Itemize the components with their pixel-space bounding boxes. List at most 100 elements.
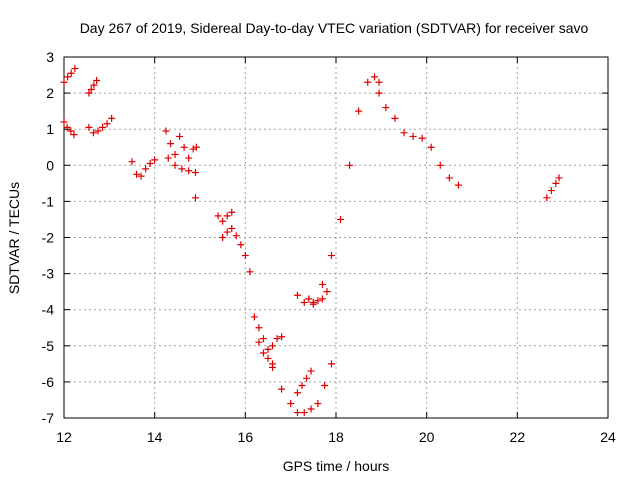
data-point xyxy=(191,194,199,202)
data-point xyxy=(90,81,98,89)
y-tick-label: -5 xyxy=(42,338,55,354)
series-seg-q xyxy=(375,89,462,189)
data-point xyxy=(142,165,150,173)
y-tick-label: -4 xyxy=(42,302,55,318)
data-point xyxy=(298,382,306,390)
data-point xyxy=(99,123,107,131)
data-point xyxy=(151,156,159,164)
series-seg-e xyxy=(128,156,159,180)
y-tick-label: -1 xyxy=(42,193,55,209)
data-point xyxy=(314,400,322,408)
data-point xyxy=(278,385,286,393)
data-point xyxy=(318,280,326,288)
data-point xyxy=(309,298,317,306)
data-point xyxy=(64,73,72,81)
data-point xyxy=(60,78,68,86)
x-axis-ticks: 12 14 16 18 20 22 24 xyxy=(56,57,616,445)
data-point xyxy=(273,335,281,343)
data-point xyxy=(300,298,308,306)
data-point xyxy=(137,172,145,180)
series-seg-p xyxy=(309,73,383,306)
y-tick-label: -2 xyxy=(42,230,55,246)
data-point xyxy=(191,169,199,177)
data-point xyxy=(171,150,179,158)
data-point xyxy=(223,228,231,236)
data-point xyxy=(337,215,345,223)
data-point xyxy=(400,129,408,137)
series-seg-f xyxy=(162,127,200,162)
data-point xyxy=(305,295,313,303)
data-point xyxy=(146,159,154,167)
y-tick-label: 3 xyxy=(46,49,54,65)
data-point xyxy=(269,342,277,350)
data-point xyxy=(293,291,301,299)
x-tick-label: 12 xyxy=(56,429,72,445)
data-point xyxy=(364,78,372,86)
data-point xyxy=(303,374,311,382)
series-seg-r xyxy=(543,174,563,202)
data-point xyxy=(189,145,197,153)
data-point xyxy=(307,405,315,413)
y-axis-label: SDTVAR / TECUs xyxy=(6,182,22,294)
x-axis-label: GPS time / hours xyxy=(283,458,390,474)
series-seg-g xyxy=(164,154,199,177)
data-point xyxy=(63,123,71,131)
data-point xyxy=(327,252,335,260)
data-point xyxy=(219,234,227,241)
y-tick-label: 1 xyxy=(46,121,54,137)
data-point xyxy=(162,127,170,135)
y-tick-label: 2 xyxy=(46,85,54,101)
series-seg-h xyxy=(191,194,199,202)
data-point xyxy=(167,140,175,148)
data-point xyxy=(71,65,79,73)
data-point xyxy=(318,295,326,303)
data-point xyxy=(371,73,379,81)
y-tick-label: 0 xyxy=(46,157,54,173)
data-point xyxy=(264,345,272,353)
data-point xyxy=(250,313,258,321)
data-point xyxy=(346,161,354,169)
data-point xyxy=(128,158,136,166)
data-point xyxy=(103,120,111,128)
data-point xyxy=(228,224,236,232)
data-point xyxy=(70,131,78,139)
data-point xyxy=(445,174,453,182)
data-point xyxy=(269,363,277,371)
data-point xyxy=(391,114,399,122)
data-point xyxy=(323,288,331,296)
series-seg-k xyxy=(250,313,286,353)
data-point xyxy=(185,167,193,175)
series-seg-m xyxy=(269,360,335,417)
series-seg-j xyxy=(219,224,254,276)
data-point xyxy=(418,134,426,142)
series-seg-b xyxy=(60,118,78,139)
chart-title: Day 267 of 2019, Sidereal Day-to-day VTE… xyxy=(80,20,589,36)
data-points xyxy=(60,65,563,417)
x-tick-label: 24 xyxy=(600,429,616,445)
series-seg-i xyxy=(214,208,236,225)
data-point xyxy=(85,123,93,131)
x-tick-label: 16 xyxy=(238,429,254,445)
x-tick-label: 20 xyxy=(419,429,435,445)
data-point xyxy=(176,132,184,140)
data-point xyxy=(300,409,308,417)
data-point xyxy=(287,400,295,408)
data-point xyxy=(232,232,240,240)
data-point xyxy=(314,297,322,305)
data-point xyxy=(382,104,390,112)
y-tick-label: -7 xyxy=(42,410,55,426)
data-point xyxy=(85,89,93,97)
data-point xyxy=(241,252,249,260)
data-point xyxy=(255,338,263,346)
data-point xyxy=(293,409,301,417)
data-point xyxy=(436,161,444,169)
data-point xyxy=(185,154,193,162)
data-point xyxy=(246,268,254,276)
data-point xyxy=(67,69,75,77)
data-point xyxy=(427,143,435,151)
data-point xyxy=(214,212,222,220)
data-point xyxy=(278,333,286,341)
data-point xyxy=(321,382,329,390)
